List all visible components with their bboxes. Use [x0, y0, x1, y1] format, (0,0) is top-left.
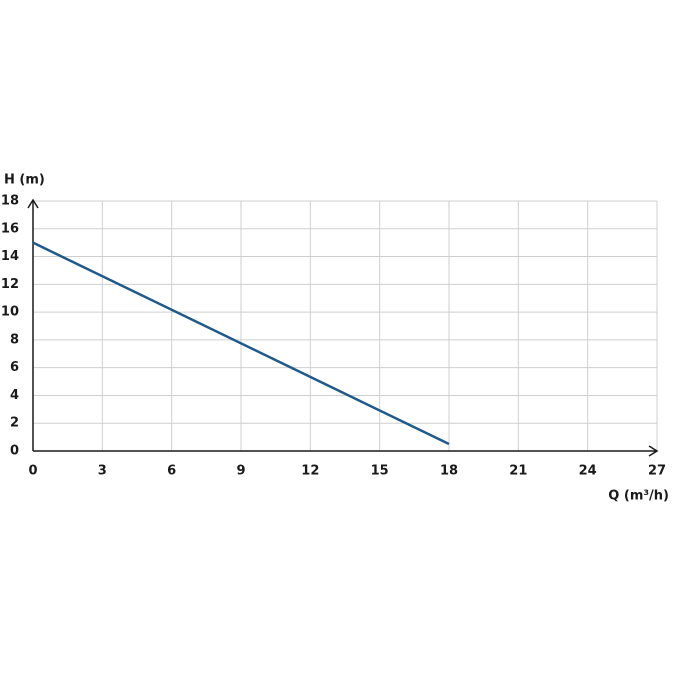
x-tick-label: 12 — [301, 464, 319, 479]
curve — [32, 241, 450, 446]
y-tick-label: 0 — [10, 444, 19, 459]
x-axis-arrow — [648, 445, 659, 457]
y-axis-label: H (m) — [4, 173, 45, 188]
x-tick-label: 0 — [28, 464, 37, 479]
y-axis-arrow — [27, 198, 39, 209]
x-tick-label: 6 — [167, 464, 176, 479]
x-tick-label: 9 — [236, 464, 245, 479]
y-tick-label: 12 — [1, 277, 19, 292]
x-tick-label: 3 — [98, 464, 107, 479]
x-tick-label: 21 — [509, 464, 527, 479]
y-tick-label: 2 — [10, 416, 19, 431]
y-tick-label: 18 — [1, 194, 19, 209]
y-tick-label: 4 — [10, 388, 19, 403]
y-tick-label: 6 — [10, 360, 19, 375]
y-tick-label: 8 — [10, 332, 19, 347]
y-tick-label: 16 — [1, 221, 19, 236]
x-tick-label: 24 — [579, 464, 597, 479]
y-tick-label: 14 — [1, 249, 19, 264]
x-axis-label: Q (m³/h) — [608, 489, 669, 504]
x-tick-label: 18 — [440, 464, 458, 479]
x-tick-label: 27 — [648, 464, 666, 479]
x-tick-label: 15 — [371, 464, 389, 479]
y-tick-label: 10 — [1, 305, 19, 320]
